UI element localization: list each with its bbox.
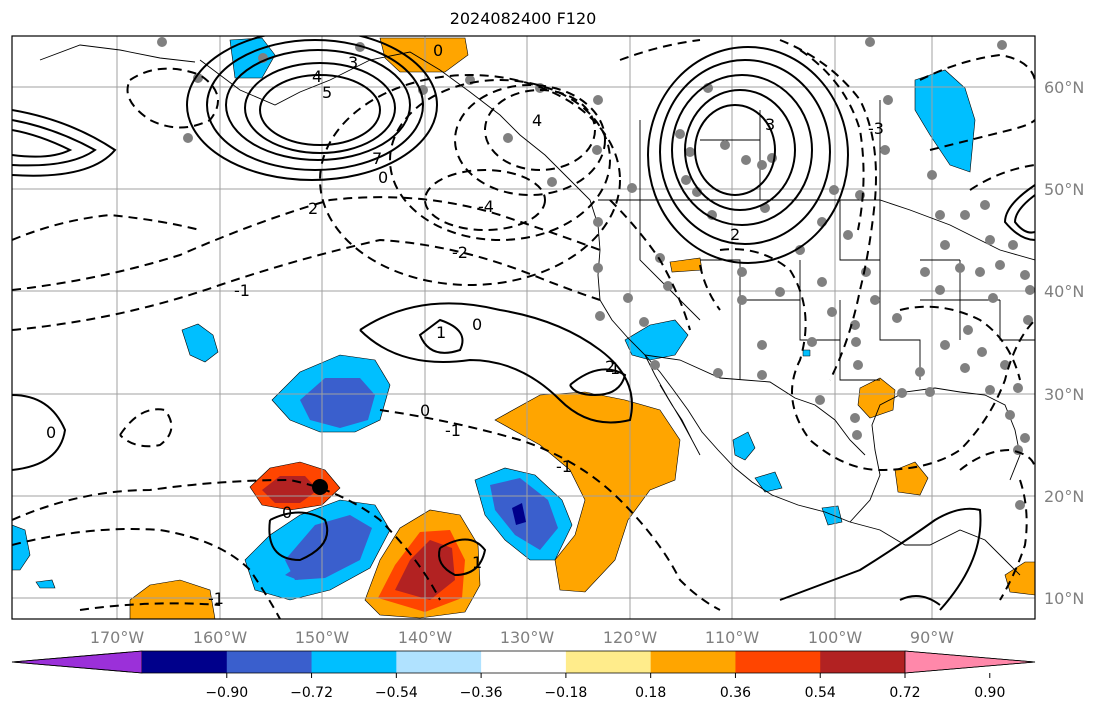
colorbar-outline (11, 650, 1036, 674)
contour-label: 2 (730, 225, 740, 244)
contour-label: -1 (556, 457, 572, 476)
colorbar-segment (481, 651, 567, 673)
colorbar-tick-label: −0.18 (544, 685, 587, 701)
colorbar-tick-label: 0.72 (889, 685, 920, 701)
contour-label: -3 (868, 119, 884, 138)
contour-label: 1 (472, 553, 482, 572)
contour-label: -4 (478, 197, 494, 216)
contour-label: 0 (420, 401, 430, 420)
lat-label: 30°N (1044, 385, 1084, 404)
contour-labels: 0 3 4 5 7 0 4 2 -4 2 -2 1 0 -1 1 0 -1 0 … (46, 41, 884, 608)
contour-label: 0 (46, 423, 56, 442)
contour-label: 3 (348, 53, 358, 72)
anomaly-fills (12, 37, 1035, 619)
lat-label: 60°N (1044, 78, 1084, 97)
colorbar-segment (396, 651, 482, 673)
colorbar-segment (226, 651, 313, 673)
map-title: 2024082400 F120 (449, 9, 597, 28)
colorbar-tick-label: −0.72 (290, 685, 333, 701)
contour-label: -2 (452, 243, 468, 262)
colorbar-segment (565, 651, 652, 673)
colorbar-tick-label: 0.18 (635, 685, 666, 701)
contour-label: -1 (234, 281, 250, 300)
contour-label: 0 (282, 503, 292, 522)
lon-label: 120°W (603, 628, 658, 647)
contour-label: 0 (378, 168, 388, 187)
latitude-labels: 60°N 50°N 40°N 30°N 20°N 10°N (1044, 78, 1084, 608)
colorbar-extension-high (904, 650, 1036, 674)
contour-label: 1 (610, 359, 620, 378)
lon-label: 170°W (90, 628, 145, 647)
contour-label: 7 (372, 149, 382, 168)
lon-label: 130°W (500, 628, 555, 647)
contour-label: 4 (312, 67, 322, 86)
lat-label: 10°N (1044, 589, 1084, 608)
colorbar-tick-label: 0.36 (720, 685, 751, 701)
contour-label: -1 (208, 589, 224, 608)
lon-label: 110°W (705, 628, 760, 647)
colorbar-segment (735, 651, 821, 673)
contour-label: 0 (472, 315, 482, 334)
longitude-labels: 170°W 160°W 150°W 140°W 130°W 120°W 110°… (90, 628, 954, 647)
colorbar-tick-label: −0.90 (205, 685, 248, 701)
colorbar-segment (650, 651, 736, 673)
colorbar-segment (311, 651, 397, 673)
contour-label: 5 (322, 83, 332, 102)
lon-label: 100°W (808, 628, 863, 647)
contour-label: 4 (532, 111, 542, 130)
contour-label: 1 (436, 323, 446, 342)
colorbar: −0.90 −0.72 −0.54 −0.36 −0.18 0.18 0.36 0.54 0.7… (11, 650, 1036, 701)
lat-label: 40°N (1044, 282, 1084, 301)
colorbar-tick-label: 0.90 (974, 685, 1005, 701)
colorbar-extension-low (11, 650, 143, 674)
colorbar-tick-label: −0.36 (460, 685, 503, 701)
storm-center-marker (312, 479, 328, 495)
lat-label: 50°N (1044, 180, 1084, 199)
colorbar-tick-label: −0.54 (375, 685, 418, 701)
contours-positive (12, 36, 1035, 611)
contour-label: 3 (765, 115, 775, 134)
map-frame (11, 35, 1036, 620)
colorbar-segment (142, 651, 228, 673)
lat-label: 20°N (1044, 487, 1084, 506)
observation-stations (157, 37, 1035, 510)
contour-label: 0 (433, 41, 443, 60)
contour-label: 2 (308, 199, 318, 218)
contour-label: 2 (605, 357, 615, 376)
graticule (12, 36, 1035, 619)
contours-negative (12, 39, 1035, 619)
contour-label: -1 (445, 421, 461, 440)
lon-label: 150°W (295, 628, 350, 647)
lon-label: 90°W (910, 628, 954, 647)
lon-label: 140°W (398, 628, 453, 647)
colorbar-segment (820, 651, 906, 673)
lon-label: 160°W (193, 628, 248, 647)
colorbar-tick-label: 0.54 (805, 685, 836, 701)
